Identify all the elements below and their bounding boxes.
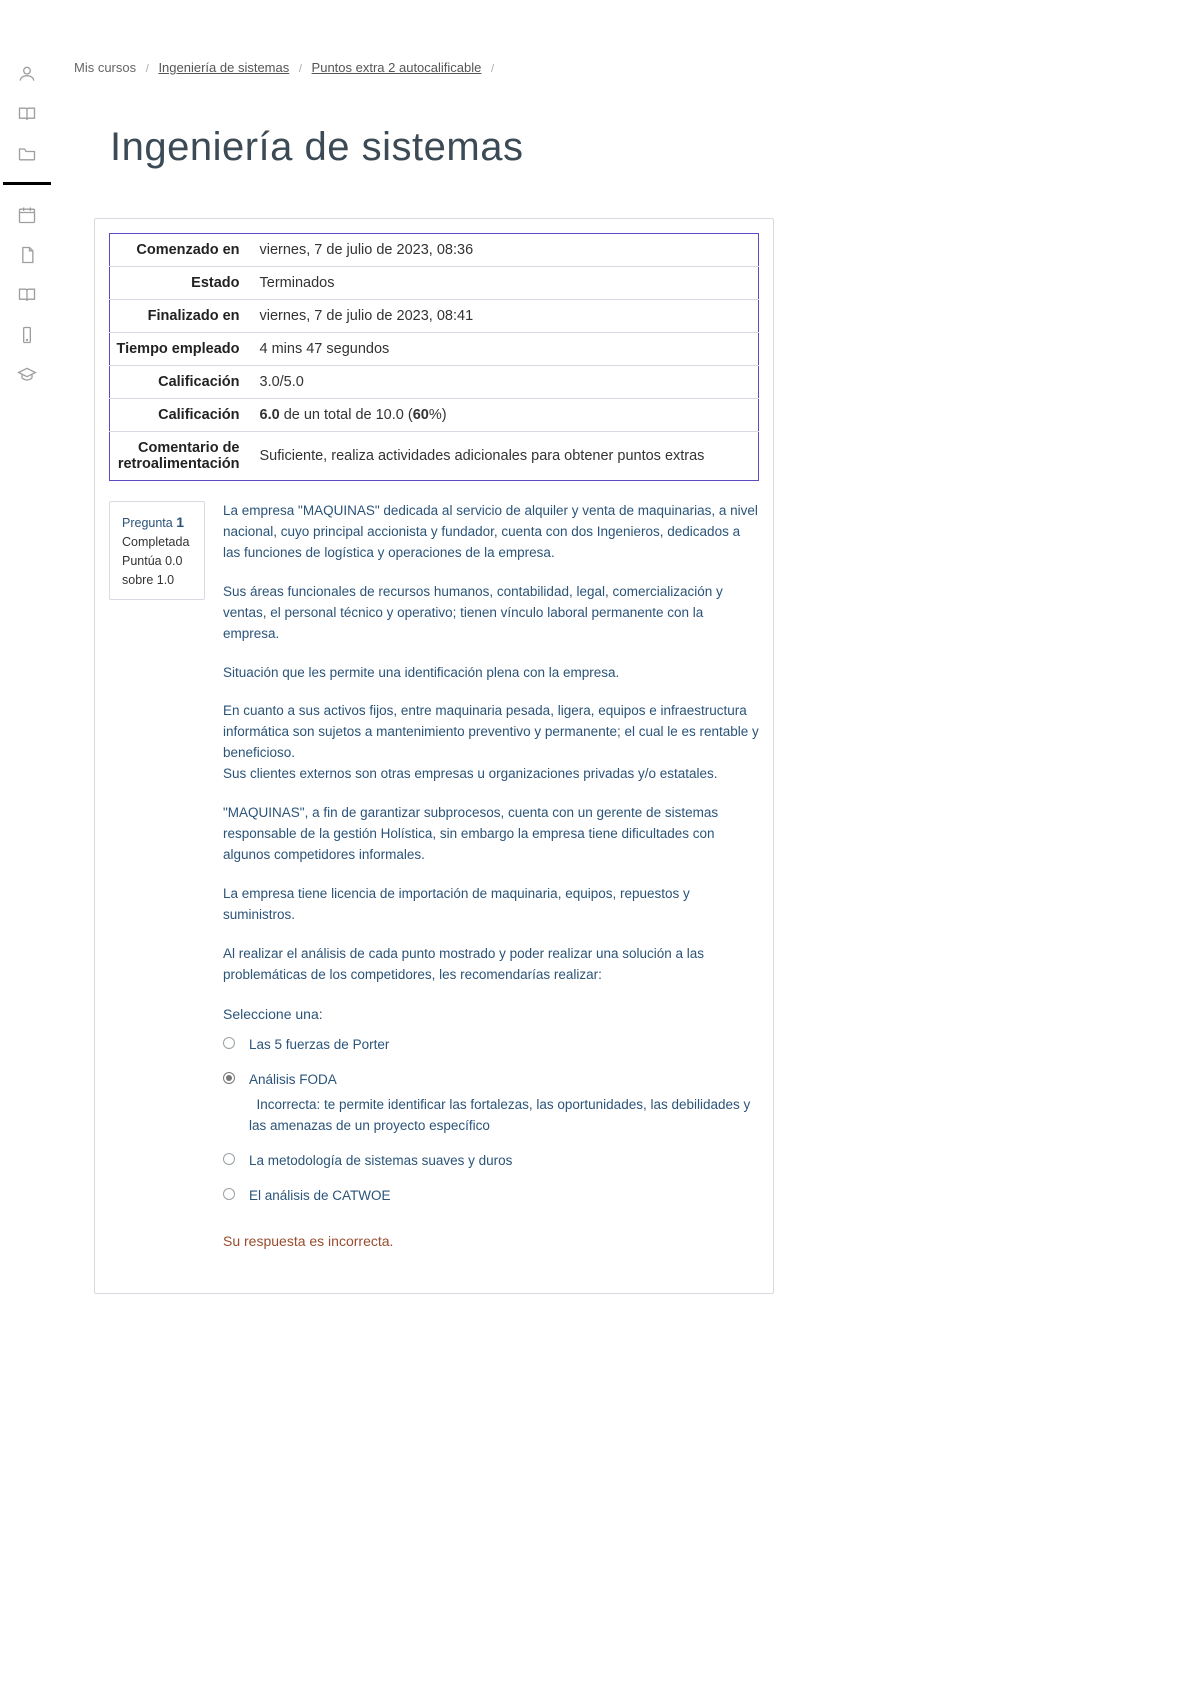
option-row[interactable]: La metodología de sistemas suaves y duro…	[223, 1151, 759, 1172]
table-row: Calificación 6.0 de un total de 10.0 (60…	[110, 399, 759, 432]
summary-label-grade2: Calificación	[110, 399, 250, 432]
book-icon[interactable]	[17, 104, 37, 124]
summary-value-state: Terminados	[250, 267, 759, 300]
result-message: Su respuesta es incorrecta.	[223, 1231, 759, 1253]
question-para: Situación que les permite una identifica…	[223, 663, 759, 684]
option-text: La metodología de sistemas suaves y duro…	[249, 1151, 512, 1172]
summary-label-finished: Finalizado en	[110, 300, 250, 333]
table-row: Finalizado en viernes, 7 de julio de 202…	[110, 300, 759, 333]
sidebar-active-indicator	[3, 182, 51, 185]
options-list: Las 5 fuerzas de Porter Análisis FODA In…	[223, 1035, 759, 1207]
quiz-panel: Comenzado en viernes, 7 de julio de 2023…	[94, 218, 774, 1294]
question-para: Al realizar el análisis de cada punto mo…	[223, 944, 759, 986]
question-label-prefix: Pregunta	[122, 516, 176, 530]
question-status: Completada	[122, 533, 192, 552]
question-wrap: Pregunta 1 Completada Puntúa 0.0 sobre 1…	[109, 501, 759, 1253]
question-para: La empresa "MAQUINAS" dedicada al servic…	[223, 501, 759, 564]
summary-label-state: Estado	[110, 267, 250, 300]
question-para: "MAQUINAS", a fin de garantizar subproce…	[223, 803, 759, 866]
question-para: Sus áreas funcionales de recursos humano…	[223, 582, 759, 645]
folder-icon[interactable]	[17, 144, 37, 164]
summary-table: Comenzado en viernes, 7 de julio de 2023…	[109, 233, 759, 481]
option-text: El análisis de CATWOE	[249, 1186, 391, 1207]
option-text: Análisis FODA	[249, 1070, 337, 1091]
table-row: Estado Terminados	[110, 267, 759, 300]
summary-value-finished: viernes, 7 de julio de 2023, 08:41	[250, 300, 759, 333]
radio-unchecked-icon[interactable]	[223, 1188, 235, 1200]
select-one-label: Seleccione una:	[223, 1004, 759, 1026]
calendar-icon[interactable]	[17, 205, 37, 225]
book2-icon[interactable]	[17, 285, 37, 305]
main-content: Mis cursos / Ingeniería de sistemas / Pu…	[54, 0, 794, 1354]
phone-icon[interactable]	[17, 325, 37, 345]
grade2-bold1: 6.0	[260, 407, 280, 423]
summary-label-started: Comenzado en	[110, 234, 250, 267]
option-row[interactable]: Las 5 fuerzas de Porter	[223, 1035, 759, 1056]
option-row[interactable]: Análisis FODA	[223, 1070, 759, 1091]
user-icon[interactable]	[17, 64, 37, 84]
summary-value-started: viernes, 7 de julio de 2023, 08:36	[250, 234, 759, 267]
breadcrumb-item0: Mis cursos	[74, 60, 136, 75]
radio-unchecked-icon[interactable]	[223, 1153, 235, 1165]
breadcrumb-separator: /	[299, 63, 302, 75]
question-number: 1	[176, 514, 184, 530]
summary-value-grade2: 6.0 de un total de 10.0 (60%)	[250, 399, 759, 432]
table-row: Calificación 3.0/5.0	[110, 366, 759, 399]
summary-label-grade1: Calificación	[110, 366, 250, 399]
summary-label-time: Tiempo empleado	[110, 333, 250, 366]
question-info-box: Pregunta 1 Completada Puntúa 0.0 sobre 1…	[109, 501, 205, 600]
question-score: Puntúa 0.0 sobre 1.0	[122, 552, 192, 590]
radio-unchecked-icon[interactable]	[223, 1037, 235, 1049]
question-body: La empresa "MAQUINAS" dedicada al servic…	[223, 501, 759, 1253]
summary-value-feedback: Suficiente, realiza actividades adiciona…	[250, 432, 759, 481]
question-para: La empresa tiene licencia de importación…	[223, 884, 759, 926]
breadcrumb-separator: /	[491, 63, 494, 75]
sidebar-nav	[0, 0, 54, 1354]
summary-value-time: 4 mins 47 segundos	[250, 333, 759, 366]
question-label: Pregunta 1	[122, 512, 192, 533]
question-para: En cuanto a sus activos fijos, entre maq…	[223, 701, 759, 785]
grade2-bold2: 60	[413, 407, 429, 423]
grade2-mid: de un total de 10.0 (	[280, 407, 413, 423]
graduation-icon[interactable]	[17, 365, 37, 385]
summary-label-feedback: Comentario de retroalimentación	[110, 432, 250, 481]
file-icon[interactable]	[17, 245, 37, 265]
option-feedback: Incorrecta: te permite identificar las f…	[223, 1095, 759, 1137]
summary-value-grade1: 3.0/5.0	[250, 366, 759, 399]
breadcrumb-separator: /	[146, 63, 149, 75]
table-row: Comentario de retroalimentación Suficien…	[110, 432, 759, 481]
breadcrumb-item1[interactable]: Ingeniería de sistemas	[158, 60, 289, 75]
breadcrumb: Mis cursos / Ingeniería de sistemas / Pu…	[74, 60, 774, 75]
breadcrumb-item2[interactable]: Puntos extra 2 autocalificable	[312, 60, 482, 75]
page-title: Ingeniería de sistemas	[110, 125, 774, 170]
grade2-end: %)	[429, 407, 447, 423]
option-row[interactable]: El análisis de CATWOE	[223, 1186, 759, 1207]
table-row: Comenzado en viernes, 7 de julio de 2023…	[110, 234, 759, 267]
radio-checked-icon[interactable]	[223, 1072, 235, 1084]
table-row: Tiempo empleado 4 mins 47 segundos	[110, 333, 759, 366]
option-text: Las 5 fuerzas de Porter	[249, 1035, 389, 1056]
